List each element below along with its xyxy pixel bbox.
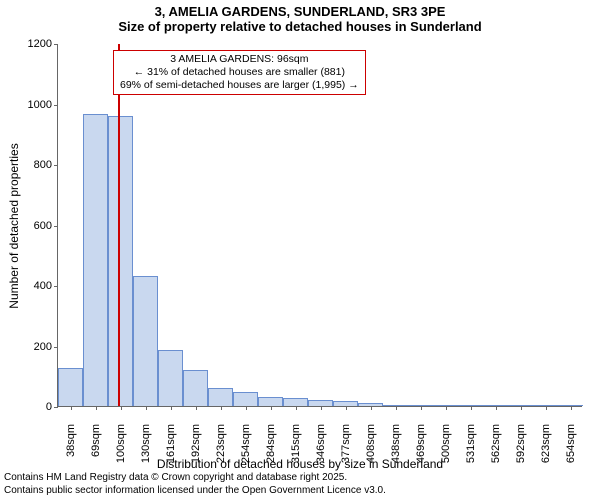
annotation-line-2: ← 31% of detached houses are smaller (88… [120, 66, 359, 79]
xtick-line [321, 406, 322, 410]
xtick-label: 38sqm [65, 418, 77, 457]
ytick-label: 600 [34, 220, 58, 232]
xtick-line [271, 406, 272, 410]
histogram-bar [108, 116, 133, 406]
xtick-label: 592sqm [515, 418, 527, 463]
x-axis-label: Distribution of detached houses by size … [157, 457, 443, 471]
histogram-bar [158, 350, 183, 406]
histogram-chart: 3, AMELIA GARDENS, SUNDERLAND, SR3 3PE S… [0, 0, 600, 500]
ytick-label: 800 [34, 159, 58, 171]
xtick-line [421, 406, 422, 410]
histogram-bar [58, 368, 83, 406]
xtick-line [71, 406, 72, 410]
xtick-label: 623sqm [540, 418, 552, 463]
ytick-label: 200 [34, 341, 58, 353]
y-axis-label: Number of detached properties [7, 143, 21, 308]
ytick-label: 400 [34, 280, 58, 292]
ytick-label: 1200 [28, 38, 58, 50]
histogram-bar [258, 397, 283, 406]
histogram-bar [83, 114, 108, 406]
xtick-line [196, 406, 197, 410]
xtick-line [346, 406, 347, 410]
annotation-line-3: 69% of semi-detached houses are larger (… [120, 79, 359, 92]
histogram-bar [183, 370, 208, 406]
xtick-line [221, 406, 222, 410]
ytick-label: 1000 [28, 99, 58, 111]
xtick-line [471, 406, 472, 410]
xtick-line [496, 406, 497, 410]
histogram-bar [208, 388, 233, 406]
xtick-line [246, 406, 247, 410]
histogram-bar [283, 398, 308, 406]
xtick-line [371, 406, 372, 410]
chart-title: 3, AMELIA GARDENS, SUNDERLAND, SR3 3PE S… [0, 4, 600, 34]
credit-line-1: Contains HM Land Registry data © Crown c… [4, 472, 347, 484]
credit-line-2: Contains public sector information licen… [4, 485, 386, 497]
xtick-line [396, 406, 397, 410]
xtick-line [571, 406, 572, 410]
xtick-label: 130sqm [140, 418, 152, 463]
xtick-line [521, 406, 522, 410]
xtick-line [296, 406, 297, 410]
xtick-label: 100sqm [115, 418, 127, 463]
xtick-line [546, 406, 547, 410]
xtick-line [146, 406, 147, 410]
property-marker-line [118, 44, 120, 406]
xtick-label: 654sqm [565, 418, 577, 463]
ytick-label: 0 [46, 401, 58, 413]
xtick-label: 562sqm [490, 418, 502, 463]
annotation-line-1: 3 AMELIA GARDENS: 96sqm [120, 53, 359, 66]
title-line-2: Size of property relative to detached ho… [0, 19, 600, 34]
histogram-bar [133, 276, 158, 406]
xtick-label: 69sqm [90, 418, 102, 457]
xtick-line [446, 406, 447, 410]
xtick-label: 531sqm [465, 418, 477, 463]
xtick-line [121, 406, 122, 410]
annotation-box: 3 AMELIA GARDENS: 96sqm ← 31% of detache… [113, 50, 366, 95]
xtick-line [96, 406, 97, 410]
plot-area: 02004006008001000120038sqm69sqm100sqm130… [57, 44, 582, 407]
xtick-line [171, 406, 172, 410]
histogram-bar [233, 392, 258, 406]
title-line-1: 3, AMELIA GARDENS, SUNDERLAND, SR3 3PE [0, 4, 600, 19]
